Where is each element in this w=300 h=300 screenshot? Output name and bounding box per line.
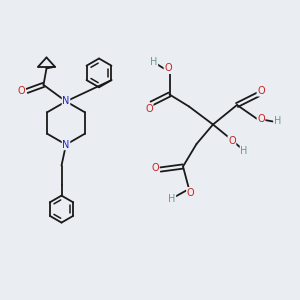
Text: O: O [18, 86, 26, 96]
Text: O: O [257, 86, 265, 96]
Text: H: H [274, 116, 281, 127]
Text: O: O [164, 63, 172, 74]
Text: H: H [240, 146, 247, 157]
Text: O: O [187, 188, 194, 198]
Text: O: O [151, 163, 159, 173]
Text: N: N [62, 140, 70, 150]
Text: O: O [228, 136, 236, 146]
Text: O: O [145, 103, 153, 114]
Text: O: O [257, 113, 265, 124]
Text: N: N [62, 96, 70, 106]
Text: H: H [168, 194, 175, 205]
Text: H: H [150, 56, 158, 67]
